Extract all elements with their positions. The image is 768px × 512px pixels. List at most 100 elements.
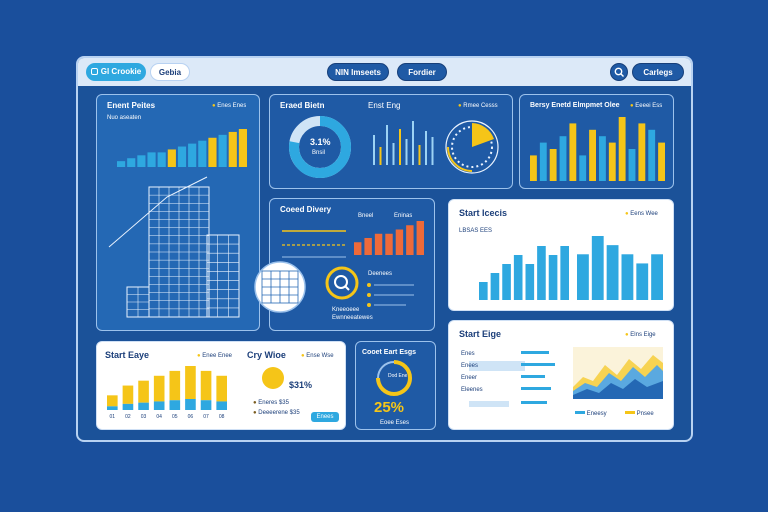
- building-bar-1: [117, 161, 126, 167]
- distribution-bar-chart-b: [577, 236, 663, 300]
- cry-row-2: ● Deeeerene $35: [253, 410, 300, 416]
- start-bar-base-6: [185, 399, 196, 410]
- delivery-caption-2: Ewnneeatewes: [332, 315, 373, 321]
- top-bar: Gl Crookie Gebia NIN Imseets Fordier Car…: [78, 58, 691, 86]
- donut-sub: Bnsil: [312, 150, 326, 156]
- start-bar-6: [185, 366, 196, 399]
- distribution-title: Start Icecis: [459, 208, 508, 218]
- search-icon: [325, 266, 359, 300]
- cry-button[interactable]: Enees: [311, 412, 339, 422]
- start-bar-7: [200, 370, 212, 401]
- delivery-panel: Coeed Divery Bneel Eninas Deenees Kneeoe…: [254, 198, 435, 331]
- donut-panel-title: Eraed Bietn: [280, 101, 325, 110]
- delivery-lines: [282, 230, 346, 258]
- tab-imseets[interactable]: NIN Imseets: [327, 63, 389, 81]
- start-bar-tick-6: 06: [188, 414, 194, 420]
- building-bar-8: [188, 143, 197, 167]
- start-bar-tick-2: 02: [125, 414, 131, 420]
- cry-title: Cry Wioe: [247, 350, 286, 360]
- slope-legend: ● Elns Eige: [625, 332, 656, 338]
- start-bar-base-1: [107, 406, 118, 410]
- start-bar-3: [138, 380, 149, 403]
- start-bar-2: [122, 385, 134, 404]
- building-bar-10: [208, 137, 217, 167]
- top-bars-legend: ● Eeeei Ess: [630, 103, 663, 109]
- start-bar-tick-8: 08: [219, 414, 225, 420]
- home-button-label: Gl Crookie: [100, 67, 142, 76]
- start-bars-panel: Start Eaye ● Enee Enee 01 02 03 04 05 06 07 08 …: [96, 341, 346, 430]
- top-bar-11: [628, 149, 636, 181]
- search-icon: [614, 67, 624, 77]
- start-bar-tick-3: 03: [141, 414, 147, 420]
- distribution-bar-b-2: [591, 236, 604, 300]
- donut-value: 3.1%: [310, 137, 331, 147]
- delivery-caption-1: Kneeoeee: [332, 307, 360, 313]
- top-bar-8: [599, 136, 606, 181]
- building-bar-4: [147, 152, 156, 167]
- delivery-line-label: Deenees: [368, 271, 393, 277]
- search-button[interactable]: [610, 63, 628, 81]
- percent-value: 25%: [374, 400, 405, 416]
- building-illustration: [108, 176, 240, 318]
- distribution-bar-1: [479, 282, 488, 300]
- gauge-legend: ● Rmee Cesss: [458, 103, 498, 109]
- sun-icon: [262, 367, 284, 389]
- building-bar-5: [157, 152, 166, 167]
- spike-bar-chart: [373, 121, 434, 165]
- slope-row-3: Eneer: [461, 375, 478, 381]
- start-bar-base-7: [200, 400, 212, 410]
- start-bar-tick-4: 04: [156, 414, 162, 420]
- gauge-chart: [445, 120, 499, 174]
- distribution-bar-4: [513, 255, 523, 300]
- building-panel-title: Enent Peites: [107, 101, 156, 110]
- delivery-bar-chart: [354, 221, 424, 255]
- top-bar-4: [559, 136, 567, 181]
- top-bar-3: [549, 149, 557, 181]
- building-bar-chart: [117, 129, 247, 167]
- building-bar-13: [238, 129, 247, 167]
- top-bar-5: [569, 123, 577, 181]
- building-bar-6: [167, 149, 176, 167]
- zoom-lens: [254, 261, 306, 313]
- slope-row-highlight: [469, 361, 525, 371]
- distribution-panel: Start Icecis ● Eens Wee LBSAS EES: [448, 199, 674, 311]
- tab-fordier[interactable]: Fordier: [397, 63, 447, 81]
- start-bar-tick-1: 01: [110, 414, 116, 420]
- home-button[interactable]: Gl Crookie: [86, 63, 146, 81]
- distribution-bar-b-1: [577, 254, 589, 300]
- top-bar-6: [579, 155, 587, 181]
- start-bar-8: [216, 375, 227, 402]
- delivery-bar-4: [385, 233, 393, 255]
- cry-legend: ● Ense Wse: [301, 353, 334, 359]
- building-legend: ● Enes Enes: [212, 103, 247, 109]
- top-bar-1: [530, 155, 537, 181]
- donut-subtitle: Enst Eng: [368, 101, 401, 110]
- building-bar-3: [137, 155, 146, 167]
- start-bar-base-4: [153, 401, 165, 410]
- distribution-bar-2: [490, 273, 500, 300]
- distribution-bar-3: [502, 264, 511, 300]
- start-bar-tick-5: 05: [172, 414, 178, 420]
- start-bar-tick-7: 07: [203, 414, 209, 420]
- delivery-legend-b: Eninas: [394, 213, 413, 219]
- distribution-bar-6: [537, 246, 546, 300]
- percent-ring: [376, 360, 412, 396]
- building-bar-12: [228, 131, 237, 167]
- percent-ring-label: Dod Ene: [388, 373, 408, 379]
- delivery-title: Coeed Divery: [280, 205, 332, 214]
- start-bars-title: Start Eaye: [105, 350, 150, 360]
- distribution-bar-chart: [479, 246, 569, 300]
- tab-gebia[interactable]: Gebia: [150, 63, 190, 81]
- slope-panel: Start Eige ● Elns Eige Enes Enees Eneer …: [448, 320, 674, 430]
- delivery-bar-1: [354, 242, 362, 255]
- distribution-bar-b-3: [606, 245, 619, 300]
- slope-title: Start Eige: [459, 329, 502, 339]
- building-bar-9: [198, 140, 207, 167]
- slope-mini-bars: [521, 351, 555, 404]
- cry-value: $31%: [289, 380, 313, 390]
- building-bar-7: [177, 146, 187, 167]
- settings-button[interactable]: Carlegs: [632, 63, 684, 81]
- top-bar-14: [658, 142, 665, 181]
- slope-row-1: Enes: [461, 351, 475, 357]
- start-bar-chart: 01 02 03 04 05 06 07 08: [107, 366, 227, 420]
